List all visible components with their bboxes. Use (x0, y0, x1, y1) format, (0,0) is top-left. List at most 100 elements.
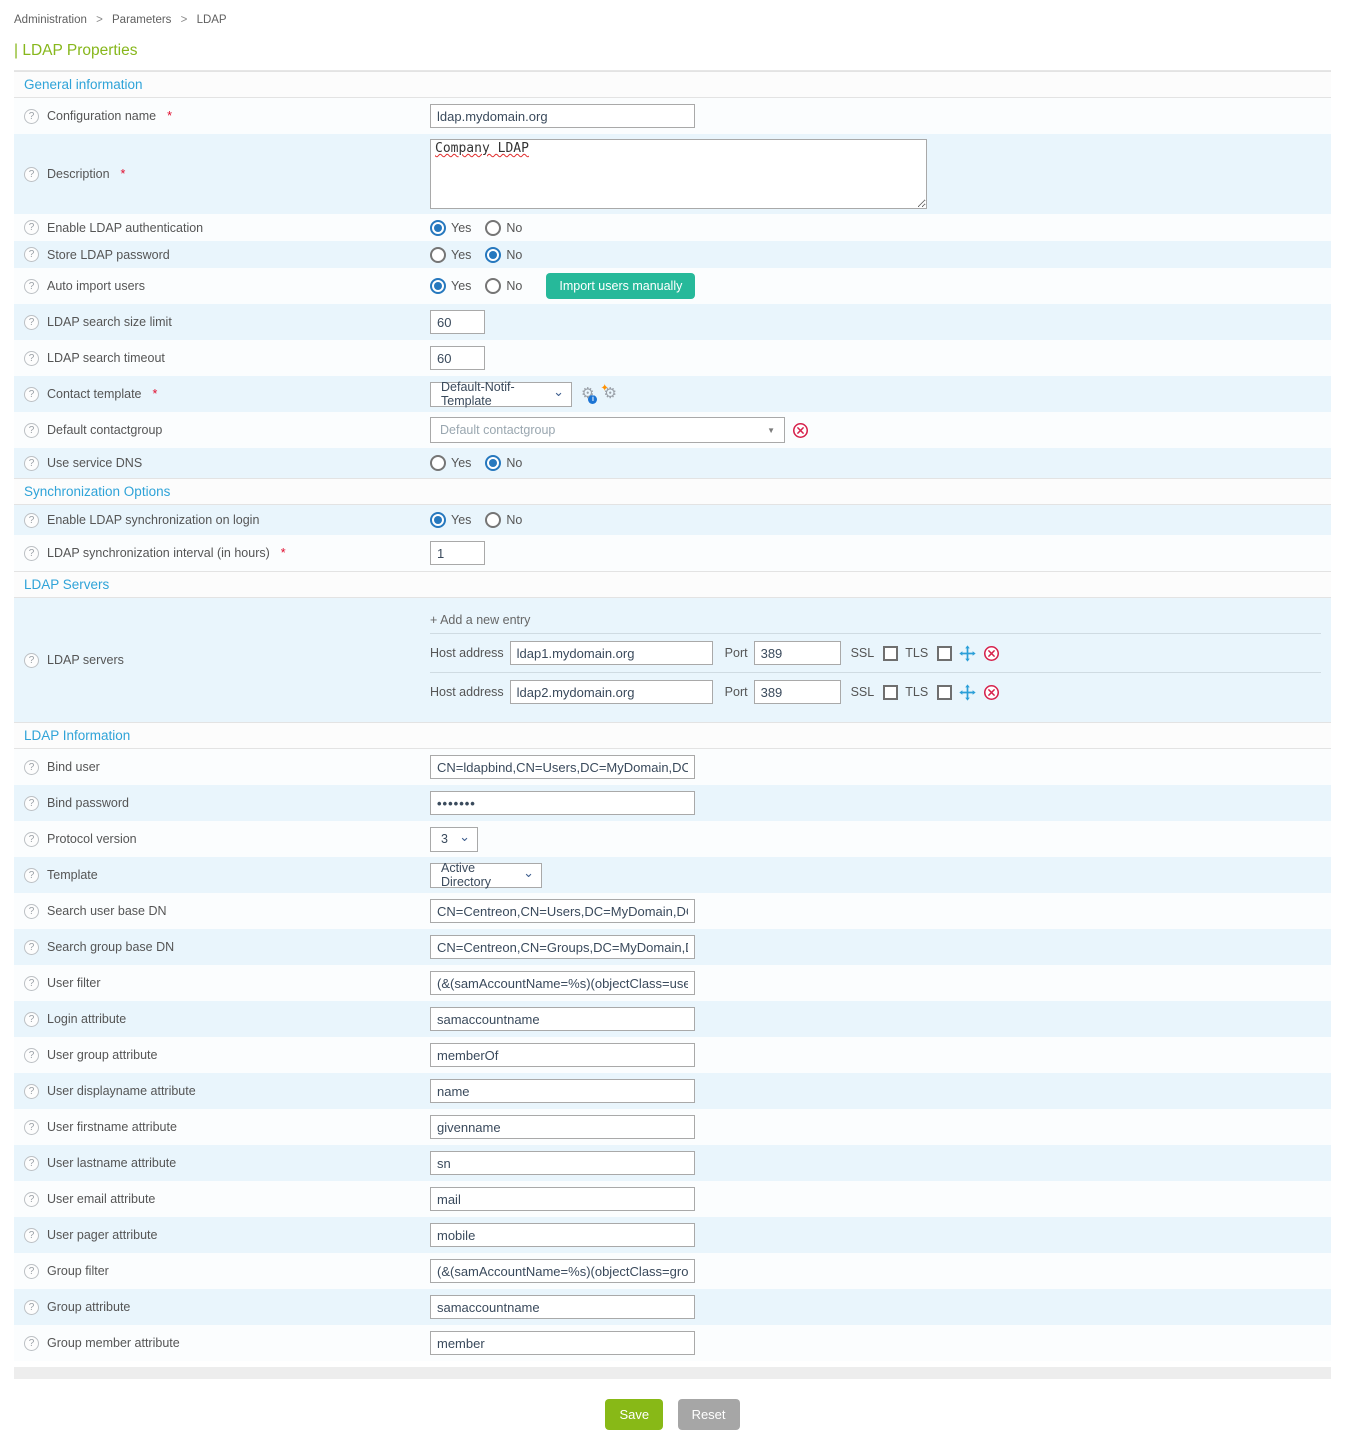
field-row-enable-ldap-synchronization: Enable LDAP synchronization on login Yes… (14, 505, 1331, 535)
protocol-version-select[interactable]: 3 ⌄ (430, 826, 478, 852)
ldap-search-size-limit-input[interactable] (430, 310, 485, 334)
help-icon[interactable] (24, 867, 39, 883)
user-filter-input[interactable] (430, 971, 695, 995)
help-icon[interactable] (24, 652, 39, 668)
bind-password-input[interactable] (430, 791, 695, 815)
ldap-search-timeout-input[interactable] (430, 346, 485, 370)
tls-checkbox[interactable] (937, 645, 953, 661)
help-icon[interactable] (24, 1011, 39, 1027)
help-icon[interactable] (24, 1227, 39, 1243)
store-password-radio-no[interactable] (485, 246, 502, 263)
default-contactgroup-select[interactable]: Default contactgroup ▼ (430, 417, 785, 443)
port-input[interactable] (753, 641, 841, 665)
search-group-base-dn-input[interactable] (430, 935, 695, 959)
host-address-input[interactable] (509, 680, 713, 704)
import-users-manually-button[interactable]: Import users manually (546, 273, 696, 299)
field-label: User filter (47, 976, 101, 990)
table-footer-band (14, 1367, 1331, 1379)
configuration-name-input[interactable] (430, 104, 695, 128)
help-icon[interactable] (24, 903, 39, 919)
edit-contact-template-icon[interactable]: ⚙ ✦ (600, 383, 617, 402)
user-pager-attribute-input[interactable] (430, 1223, 695, 1247)
help-icon[interactable] (24, 1335, 39, 1351)
field-row-bind-user: Bind user (14, 749, 1331, 785)
store-password-radio-yes[interactable] (430, 246, 446, 263)
breadcrumb-administration[interactable]: Administration (14, 14, 87, 26)
search-user-base-dn-input[interactable] (430, 899, 695, 923)
help-icon[interactable] (24, 166, 39, 182)
move-server-icon[interactable] (959, 683, 976, 701)
field-row-ldap-servers: LDAP servers + Add a new entry Host addr… (14, 598, 1331, 722)
group-member-attribute-input[interactable] (430, 1331, 695, 1355)
template-select[interactable]: Active Directory ⌄ (430, 861, 542, 889)
delete-server-icon[interactable] (983, 684, 1000, 701)
ldap-sync-interval-input[interactable] (430, 541, 485, 565)
breadcrumb-ldap[interactable]: LDAP (196, 14, 227, 26)
auto-import-radio-yes[interactable] (430, 278, 446, 294)
user-firstname-attribute-input[interactable] (430, 1115, 695, 1139)
section-header-general-information: General information (14, 71, 1331, 98)
save-button[interactable]: Save (605, 1399, 664, 1430)
help-icon[interactable] (24, 220, 39, 235)
help-icon[interactable] (24, 278, 39, 294)
ssl-checkbox[interactable] (883, 645, 899, 661)
tls-checkbox[interactable] (937, 684, 953, 700)
field-label: Group filter (47, 1264, 109, 1278)
view-contact-template-icon[interactable]: ⚙ i (581, 386, 598, 404)
help-icon[interactable] (24, 247, 39, 262)
move-server-icon[interactable] (959, 644, 976, 662)
help-icon[interactable] (24, 108, 39, 124)
delete-server-icon[interactable] (983, 645, 1000, 662)
help-icon[interactable] (24, 975, 39, 991)
user-lastname-attribute-input[interactable] (430, 1151, 695, 1175)
help-icon[interactable] (24, 1047, 39, 1063)
login-attribute-input[interactable] (430, 1007, 695, 1031)
port-input[interactable] (753, 680, 841, 704)
section-header-synchronization-options: Synchronization Options (14, 478, 1331, 505)
help-icon[interactable] (24, 831, 39, 847)
group-attribute-input[interactable] (430, 1295, 695, 1319)
use-service-dns-radio-no[interactable] (485, 455, 502, 471)
enable-sync-radio-yes[interactable] (430, 512, 446, 528)
help-icon[interactable] (24, 386, 39, 402)
user-displayname-attribute-input[interactable] (430, 1079, 695, 1103)
help-icon[interactable] (24, 1119, 39, 1135)
group-filter-input[interactable] (430, 1259, 695, 1283)
enable-sync-radio-no[interactable] (485, 512, 502, 528)
reset-button[interactable]: Reset (677, 1399, 740, 1430)
help-icon[interactable] (24, 1155, 39, 1171)
help-icon[interactable] (24, 1299, 39, 1315)
help-icon[interactable] (24, 1263, 39, 1279)
enable-auth-radio-no[interactable] (485, 219, 502, 236)
host-address-input[interactable] (509, 641, 713, 665)
chevron-down-icon: ⌄ (459, 829, 470, 844)
radio-label-no: No (506, 513, 523, 527)
help-icon[interactable] (24, 512, 39, 528)
help-icon[interactable] (24, 314, 39, 330)
help-icon[interactable] (24, 1083, 39, 1099)
help-icon[interactable] (24, 1191, 39, 1207)
add-new-entry-link[interactable]: + Add a new entry (430, 609, 1321, 634)
help-icon[interactable] (24, 545, 39, 561)
enable-auth-radio-yes[interactable] (430, 219, 446, 236)
help-icon[interactable] (24, 795, 39, 811)
radio-label-yes: Yes (451, 247, 472, 262)
auto-import-radio-no[interactable] (485, 278, 502, 294)
use-service-dns-radio-yes[interactable] (430, 455, 446, 471)
breadcrumb-parameters[interactable]: Parameters (112, 14, 172, 26)
help-icon[interactable] (24, 455, 39, 471)
user-email-attribute-input[interactable] (430, 1187, 695, 1211)
description-textarea[interactable]: Company LDAP (430, 139, 927, 209)
user-group-attribute-input[interactable] (430, 1043, 695, 1067)
help-icon[interactable] (24, 759, 39, 775)
help-icon[interactable] (24, 939, 39, 955)
help-icon[interactable] (24, 350, 39, 366)
breadcrumb-separator: > (180, 14, 188, 26)
field-label: LDAP search timeout (47, 351, 165, 365)
ssl-checkbox[interactable] (883, 684, 899, 700)
help-icon[interactable] (24, 422, 39, 438)
contact-template-select[interactable]: Default-Notif-Template ⌄ (430, 380, 572, 408)
field-label: Default contactgroup (47, 423, 163, 437)
clear-contactgroup-icon[interactable] (792, 422, 809, 439)
bind-user-input[interactable] (430, 755, 695, 779)
